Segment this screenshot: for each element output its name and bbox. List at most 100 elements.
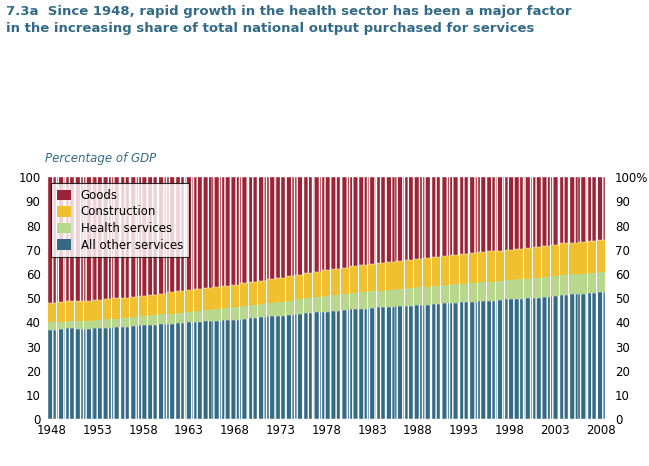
- Bar: [441, 285, 450, 303]
- Bar: [368, 264, 376, 291]
- Bar: [578, 242, 587, 274]
- Bar: [533, 297, 541, 419]
- Bar: [130, 317, 138, 326]
- Bar: [414, 305, 422, 419]
- Bar: [459, 177, 468, 254]
- Bar: [75, 321, 84, 329]
- Bar: [286, 276, 294, 301]
- Bar: [569, 177, 578, 242]
- Bar: [350, 309, 358, 419]
- Bar: [185, 290, 193, 312]
- Bar: [57, 329, 65, 419]
- Bar: [304, 273, 312, 299]
- Bar: [432, 286, 440, 304]
- Bar: [323, 312, 330, 419]
- Bar: [231, 177, 239, 285]
- Bar: [258, 304, 267, 317]
- Bar: [176, 323, 184, 419]
- Bar: [258, 177, 267, 281]
- Bar: [149, 177, 156, 295]
- Bar: [121, 298, 129, 318]
- Bar: [149, 325, 156, 419]
- Bar: [140, 295, 147, 316]
- Bar: [231, 320, 239, 419]
- Bar: [84, 329, 93, 419]
- Bar: [551, 276, 559, 296]
- Bar: [121, 327, 129, 419]
- Bar: [578, 274, 587, 294]
- Bar: [350, 177, 358, 267]
- Bar: [249, 177, 257, 282]
- Bar: [432, 304, 440, 419]
- Bar: [276, 278, 285, 302]
- Bar: [112, 327, 120, 419]
- Bar: [93, 300, 102, 320]
- Bar: [341, 177, 349, 267]
- Bar: [112, 319, 120, 327]
- Bar: [487, 251, 495, 281]
- Bar: [368, 291, 376, 308]
- Bar: [533, 177, 541, 247]
- Bar: [359, 177, 367, 265]
- Bar: [533, 247, 541, 278]
- Bar: [48, 177, 56, 303]
- Bar: [313, 177, 321, 272]
- Bar: [414, 177, 422, 259]
- Bar: [506, 249, 513, 280]
- Bar: [286, 315, 294, 419]
- Bar: [130, 326, 138, 419]
- Bar: [395, 261, 404, 289]
- Bar: [459, 302, 468, 419]
- Bar: [524, 248, 532, 279]
- Bar: [84, 301, 93, 321]
- Bar: [103, 300, 111, 319]
- Bar: [57, 322, 65, 329]
- Bar: [121, 177, 129, 298]
- Bar: [560, 243, 569, 275]
- Bar: [158, 315, 165, 324]
- Bar: [350, 267, 358, 294]
- Bar: [478, 253, 486, 282]
- Bar: [533, 278, 541, 297]
- Bar: [84, 177, 93, 301]
- Bar: [341, 295, 349, 310]
- Bar: [515, 279, 522, 299]
- Bar: [158, 324, 165, 419]
- Bar: [313, 297, 321, 312]
- Bar: [149, 315, 156, 325]
- Bar: [432, 257, 440, 286]
- Bar: [66, 177, 74, 301]
- Bar: [450, 177, 459, 255]
- Text: Percentage of GDP: Percentage of GDP: [45, 152, 156, 165]
- Bar: [395, 289, 404, 306]
- Bar: [423, 258, 431, 287]
- Bar: [130, 296, 138, 317]
- Bar: [414, 288, 422, 305]
- Bar: [587, 273, 596, 293]
- Bar: [560, 177, 569, 243]
- Bar: [286, 177, 294, 276]
- Bar: [496, 177, 504, 251]
- Bar: [48, 330, 56, 419]
- Bar: [441, 177, 450, 256]
- Bar: [542, 177, 550, 246]
- Bar: [212, 177, 221, 287]
- Bar: [560, 275, 569, 295]
- Bar: [185, 322, 193, 419]
- Bar: [295, 177, 303, 275]
- Bar: [450, 255, 459, 284]
- Bar: [221, 308, 230, 320]
- Bar: [121, 318, 129, 327]
- Bar: [478, 302, 486, 419]
- Bar: [66, 328, 74, 419]
- Bar: [103, 328, 111, 419]
- Bar: [515, 299, 522, 419]
- Bar: [140, 325, 147, 419]
- Bar: [258, 317, 267, 419]
- Bar: [450, 284, 459, 303]
- Bar: [158, 294, 165, 315]
- Bar: [93, 328, 102, 419]
- Bar: [267, 316, 276, 419]
- Bar: [249, 318, 257, 419]
- Bar: [395, 177, 404, 261]
